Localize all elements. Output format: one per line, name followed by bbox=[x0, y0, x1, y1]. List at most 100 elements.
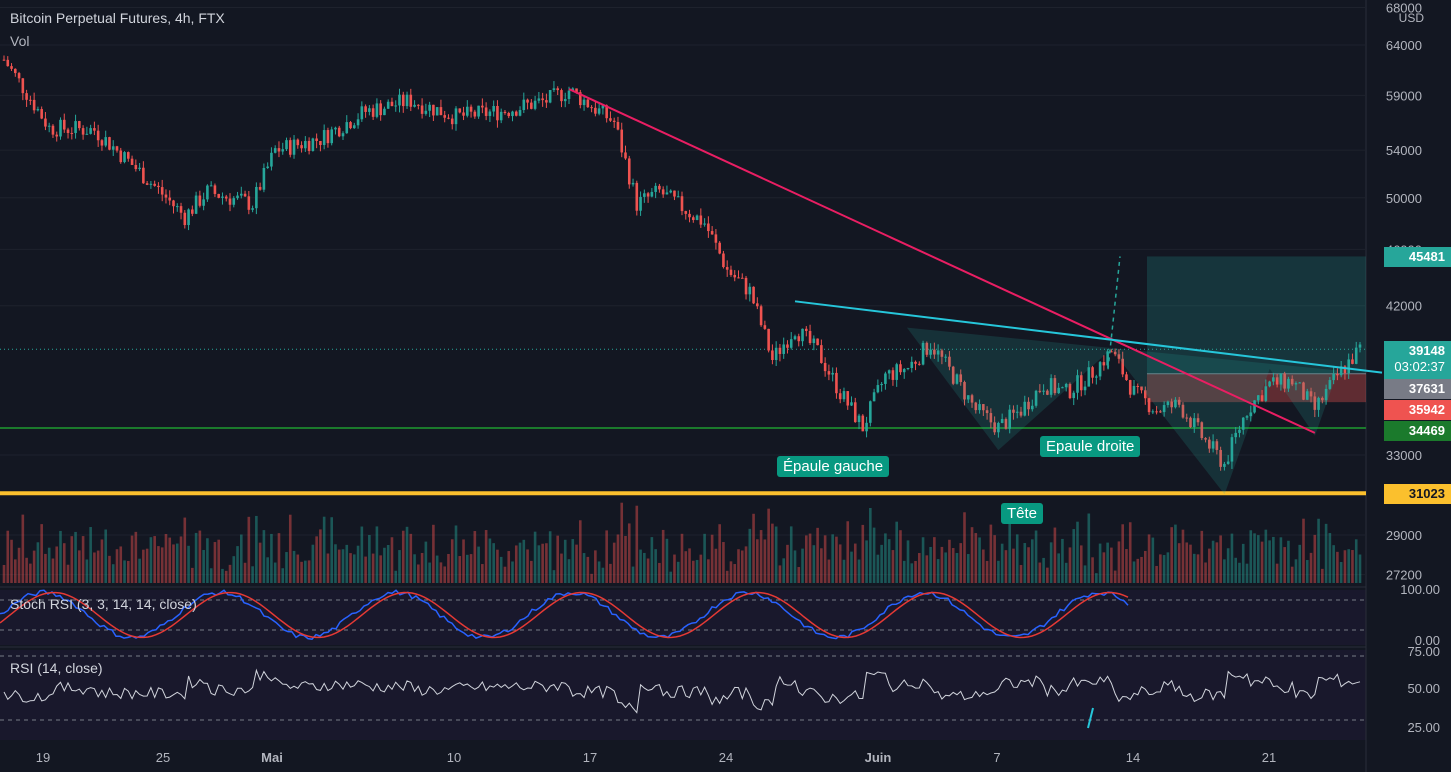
candle-body-198 bbox=[748, 286, 752, 295]
volume-bar-249 bbox=[940, 546, 944, 583]
candle-body-6 bbox=[25, 93, 28, 100]
candle-body-110 bbox=[417, 104, 420, 106]
volume-bar-191 bbox=[722, 542, 725, 583]
volume-bar-146 bbox=[552, 570, 556, 583]
volume-bar-48 bbox=[183, 517, 187, 583]
volume-bar-153 bbox=[579, 520, 582, 583]
candle-219 bbox=[827, 364, 831, 381]
candle-body-106 bbox=[401, 94, 405, 107]
candle-body-187 bbox=[707, 223, 710, 232]
candle-303 bbox=[1144, 386, 1147, 405]
volume-bar-240 bbox=[906, 540, 910, 583]
volume-bar-170 bbox=[643, 552, 646, 583]
candle-body-354 bbox=[1336, 373, 1339, 376]
candle-194 bbox=[733, 270, 737, 282]
symbol-title[interactable]: Bitcoin Perpetual Futures, 4h, FTX bbox=[10, 10, 225, 26]
volume-bar-106 bbox=[401, 530, 405, 583]
candle-body-11 bbox=[44, 118, 47, 127]
candle-74 bbox=[281, 142, 285, 155]
y-tick-0: 68000 bbox=[1386, 0, 1422, 15]
candle-20 bbox=[78, 120, 81, 131]
candle-335 bbox=[1264, 379, 1268, 403]
volume-bar-173 bbox=[654, 549, 657, 583]
candle-35 bbox=[134, 159, 138, 172]
volume-bar-130 bbox=[492, 543, 495, 583]
volume-bar-8 bbox=[32, 550, 36, 583]
candle-body-28 bbox=[108, 137, 111, 150]
candle-body-351 bbox=[1324, 388, 1328, 401]
candle-body-189 bbox=[714, 234, 718, 243]
candle-body-287 bbox=[1083, 386, 1087, 391]
candle-114 bbox=[432, 104, 435, 122]
candle-body-87 bbox=[330, 129, 333, 144]
candle-15 bbox=[59, 117, 62, 140]
candle-4 bbox=[17, 71, 21, 83]
rsi-label[interactable]: RSI (14, close) bbox=[10, 660, 103, 676]
candle-105 bbox=[398, 88, 401, 113]
candle-body-292 bbox=[1102, 362, 1106, 366]
stoch-rsi-label[interactable]: Stoch RSI (3, 3, 14, 14, close) bbox=[10, 596, 197, 612]
candle-299 bbox=[1128, 379, 1132, 398]
candle-184 bbox=[695, 214, 699, 221]
candle-292 bbox=[1102, 355, 1106, 371]
candle-137 bbox=[518, 106, 522, 117]
volume-bar-340 bbox=[1283, 547, 1286, 583]
candle-body-209 bbox=[789, 339, 793, 348]
volume-bar-60 bbox=[228, 564, 232, 583]
volume-bar-333 bbox=[1257, 535, 1260, 583]
volume-bar-43 bbox=[164, 534, 168, 583]
candle-97 bbox=[368, 105, 371, 116]
volume-bar-209 bbox=[789, 526, 793, 583]
stoch-k-line bbox=[0, 589, 1129, 641]
candle-body-302 bbox=[1140, 386, 1143, 391]
candle-272 bbox=[1027, 397, 1030, 416]
volume-bar-342 bbox=[1290, 566, 1294, 583]
x-tick-9: 21 bbox=[1262, 750, 1276, 765]
volume-bar-334 bbox=[1260, 541, 1264, 583]
candle-body-140 bbox=[530, 102, 533, 109]
candle-body-237 bbox=[895, 364, 898, 380]
candle-170 bbox=[643, 189, 646, 203]
candle-232 bbox=[876, 379, 880, 394]
candle-body-327 bbox=[1234, 432, 1237, 438]
candle-248 bbox=[936, 344, 940, 362]
volume-bar-278 bbox=[1049, 542, 1053, 583]
candle-243 bbox=[918, 361, 921, 366]
annotation-right-shoulder[interactable]: Epaule droite bbox=[1040, 436, 1141, 457]
candle-139 bbox=[526, 98, 529, 110]
candle-body-3 bbox=[14, 68, 17, 74]
candle-body-58 bbox=[221, 196, 224, 198]
candle-body-147 bbox=[556, 88, 559, 91]
candle-body-163 bbox=[616, 121, 620, 130]
y-tick-6: 42000 bbox=[1386, 299, 1422, 314]
volume-bar-242 bbox=[914, 560, 917, 583]
candle-body-248 bbox=[936, 350, 940, 355]
annotation-head[interactable]: Tête bbox=[1001, 503, 1044, 524]
candle-body-165 bbox=[624, 152, 627, 159]
position-target-zone bbox=[1147, 256, 1366, 374]
candle-221 bbox=[835, 367, 838, 399]
volume-bar-307 bbox=[1159, 554, 1162, 583]
annotation-left-shoulder[interactable]: Épaule gauche bbox=[777, 456, 890, 477]
candle-body-105 bbox=[398, 94, 401, 106]
candle-body-240 bbox=[906, 368, 910, 370]
volume-bar-70 bbox=[266, 557, 269, 583]
candle-220 bbox=[831, 367, 834, 382]
candle-291 bbox=[1098, 361, 1102, 381]
volume-bar-39 bbox=[149, 537, 153, 583]
candle-200 bbox=[756, 297, 759, 310]
volume-bar-122 bbox=[462, 539, 465, 583]
candle-16 bbox=[62, 113, 66, 133]
candle-109 bbox=[413, 100, 416, 108]
volume-bar-6 bbox=[25, 557, 28, 583]
volume-bar-343 bbox=[1294, 559, 1298, 583]
candle-202 bbox=[763, 320, 767, 330]
candle-274 bbox=[1034, 389, 1038, 408]
candle-198 bbox=[748, 283, 752, 302]
volume-bar-178 bbox=[673, 554, 676, 583]
volume-bar-269 bbox=[1015, 534, 1019, 583]
volume-bar-28 bbox=[108, 555, 111, 583]
candle-body-304 bbox=[1147, 398, 1151, 413]
volume-bar-111 bbox=[420, 552, 424, 583]
